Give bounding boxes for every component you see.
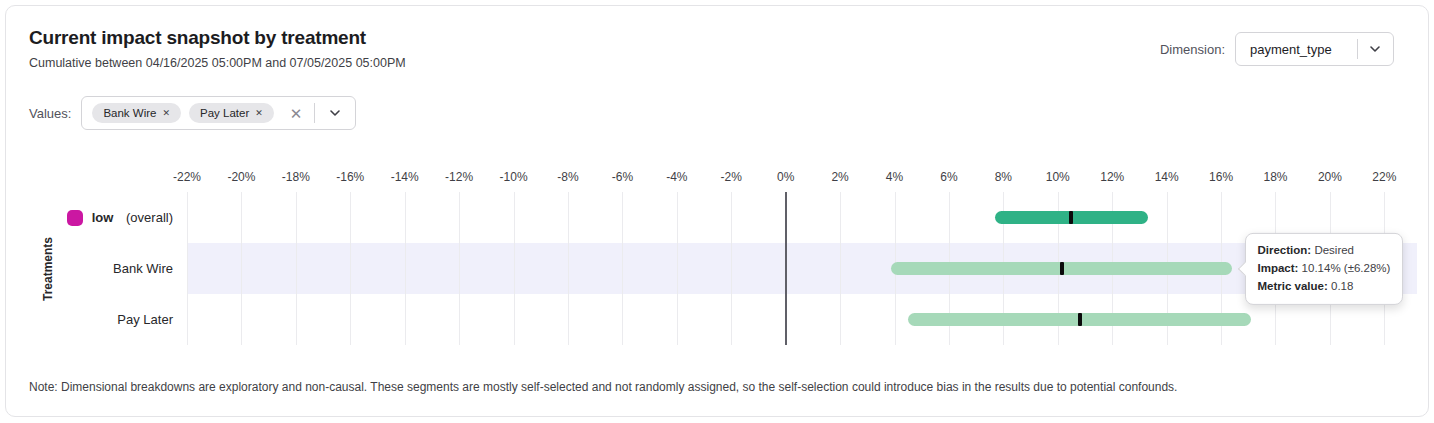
selected-value-chips: Bank Wire ✕ Pay Later ✕	[92, 103, 273, 123]
row-label-text: low	[92, 210, 114, 225]
x-axis-tick-label: 6%	[940, 170, 957, 184]
tooltip-metric-row: Metric value: 0.18	[1258, 277, 1391, 295]
impact-marker-pay-later	[1078, 313, 1082, 326]
x-axis-tick-label: 2%	[831, 170, 848, 184]
zero-baseline	[785, 192, 787, 345]
note-text: Note: Dimensional breakdowns are explora…	[29, 380, 1405, 394]
values-filter-row: Values: Bank Wire ✕ Pay Later ✕ ✕	[29, 96, 1428, 130]
x-axis-tick-label: 8%	[995, 170, 1012, 184]
dimension-selected-value: payment_type	[1250, 42, 1332, 57]
date-range-subtitle: Cumulative between 04/16/2025 05:00PM an…	[29, 56, 406, 70]
x-axis-tick-label: -16%	[336, 170, 364, 184]
row-label-text: Bank Wire	[113, 261, 173, 276]
gridline	[731, 192, 732, 345]
header-titles: Current impact snapshot by treatment Cum…	[29, 27, 406, 70]
gridline	[459, 192, 460, 345]
x-axis-tick-label: -10%	[500, 170, 528, 184]
tooltip-direction-value: Desired	[1314, 243, 1354, 255]
tooltip-metric-label: Metric value:	[1258, 280, 1328, 292]
x-axis-tick-label: -2%	[721, 170, 742, 184]
dimension-control: Dimension: payment_type	[1160, 32, 1394, 66]
x-axis-tick-label: -20%	[227, 170, 255, 184]
value-chip-bank-wire[interactable]: Bank Wire ✕	[92, 103, 181, 123]
tooltip-impact-label: Impact:	[1258, 262, 1299, 274]
x-axis-tick-label: -14%	[391, 170, 419, 184]
gridline	[350, 192, 351, 345]
gridline	[840, 192, 841, 345]
x-axis-tick-label: -6%	[612, 170, 633, 184]
value-chip-pay-later[interactable]: Pay Later ✕	[189, 103, 274, 123]
impact-marker-low	[1069, 211, 1073, 224]
tooltip-metric-value: 0.18	[1331, 280, 1353, 292]
chip-label: Pay Later	[200, 107, 249, 119]
values-label: Values:	[29, 106, 71, 121]
gridline	[622, 192, 623, 345]
gridline	[568, 192, 569, 345]
clear-values-icon[interactable]: ✕	[290, 106, 303, 121]
impact-marker-bank-wire	[1060, 262, 1064, 275]
x-axis-tick-label: 0%	[777, 170, 794, 184]
tooltip-impact-value: 10.14% (±6.28%)	[1302, 262, 1391, 274]
x-axis-tick-label: -4%	[666, 170, 687, 184]
gridline	[241, 192, 242, 345]
row-highlight-band	[187, 243, 1417, 294]
x-axis-tick-label: -12%	[445, 170, 473, 184]
values-multiselect[interactable]: Bank Wire ✕ Pay Later ✕ ✕	[81, 96, 356, 130]
x-axis-tick-label: 10%	[1046, 170, 1070, 184]
gridline	[677, 192, 678, 345]
gridline	[296, 192, 297, 345]
row-label-suffix: (overall)	[122, 210, 173, 225]
x-axis-tick-label: 4%	[886, 170, 903, 184]
gridline	[187, 192, 188, 345]
row-label-low: low (overall)	[29, 192, 187, 243]
dimension-label: Dimension:	[1160, 42, 1225, 57]
dimension-select-controls	[1357, 39, 1383, 59]
impact-snapshot-card: Current impact snapshot by treatment Cum…	[5, 5, 1429, 417]
dimension-select[interactable]: payment_type	[1235, 32, 1394, 66]
plot-column: -22%-20%-18%-16%-14%-12%-10%-8%-6%-4%-2%…	[187, 162, 1417, 345]
x-axis-tick-label: 12%	[1100, 170, 1124, 184]
divider	[1357, 39, 1358, 59]
legend-swatch	[67, 210, 83, 226]
gridline	[405, 192, 406, 345]
page-title: Current impact snapshot by treatment	[29, 27, 406, 49]
card-header: Current impact snapshot by treatment Cum…	[29, 27, 1394, 70]
x-axis-tick-label: 16%	[1209, 170, 1233, 184]
x-axis-tick-label: 18%	[1263, 170, 1287, 184]
remove-chip-icon[interactable]: ✕	[162, 108, 170, 118]
remove-chip-icon[interactable]: ✕	[255, 108, 263, 118]
tooltip-direction-label: Direction:	[1258, 243, 1312, 255]
tooltip-direction-row: Direction: Desired	[1258, 240, 1391, 258]
row-label-text: Pay Later	[117, 312, 173, 327]
divider	[314, 103, 315, 123]
bar-tooltip: Direction: Desired Impact: 10.14% (±6.28…	[1245, 232, 1404, 304]
chevron-down-icon[interactable]	[327, 105, 343, 121]
x-axis-tick-label: -18%	[282, 170, 310, 184]
x-axis-ticks: -22%-20%-18%-16%-14%-12%-10%-8%-6%-4%-2%…	[187, 162, 1417, 192]
x-axis-tick-label: 22%	[1372, 170, 1396, 184]
x-axis-tick-label: 14%	[1155, 170, 1179, 184]
x-axis-tick-label: -8%	[557, 170, 578, 184]
x-axis-tick-label: 20%	[1318, 170, 1342, 184]
plot-area: Direction: Desired Impact: 10.14% (±6.28…	[187, 192, 1417, 345]
gridline	[514, 192, 515, 345]
x-axis-tick-label: -22%	[173, 170, 201, 184]
row-label-pay-later: Pay Later	[29, 294, 187, 345]
impact-chart: Treatments low (overall) Bank Wire Pay Lat…	[29, 162, 1417, 345]
y-axis-title: Treatments	[41, 237, 55, 301]
chip-label: Bank Wire	[103, 107, 156, 119]
tooltip-impact-row: Impact: 10.14% (±6.28%)	[1258, 259, 1391, 277]
chevron-down-icon[interactable]	[1367, 41, 1383, 57]
